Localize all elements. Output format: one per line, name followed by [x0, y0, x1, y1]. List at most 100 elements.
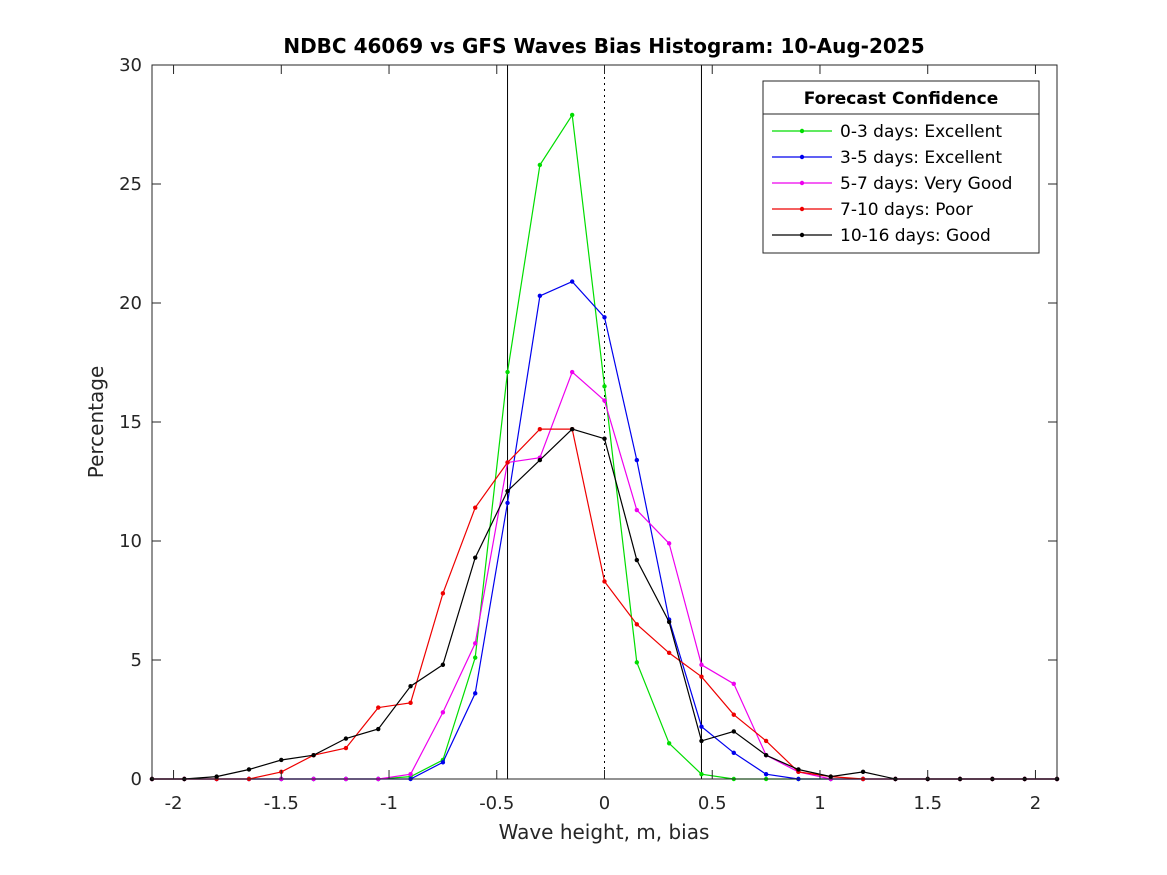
data-point — [440, 591, 446, 596]
y-axis: 0 5 10 15 20 25 30 — [119, 55, 1057, 790]
data-point — [860, 769, 866, 775]
data-point — [699, 738, 704, 744]
data-point — [473, 655, 478, 660]
x-tick-label: 0.5 — [698, 793, 727, 814]
legend-label: 10-16 days: Good — [840, 226, 991, 246]
legend-box — [762, 80, 1040, 254]
y-tick-label: 15 — [119, 412, 142, 433]
data-point — [537, 293, 543, 299]
data-point — [343, 736, 349, 741]
data-point — [440, 760, 446, 765]
data-point — [634, 457, 640, 463]
data-point — [569, 279, 575, 284]
data-point — [505, 460, 510, 465]
data-point — [602, 315, 607, 320]
data-point — [408, 683, 413, 689]
legend-entries: 0-3 days: Excellent 3-5 days: Excellent 5-… — [772, 122, 1012, 246]
data-point — [796, 767, 801, 772]
data-point — [440, 662, 446, 667]
chart-title: NDBC 46069 vs GFS Waves Bias Histogram: … — [283, 34, 924, 58]
data-point — [537, 457, 543, 463]
data-point — [473, 641, 478, 646]
data-point — [569, 426, 575, 432]
x-axis-label: Wave height, m, bias — [499, 820, 710, 844]
legend-label: 5-7 days: Very Good — [840, 174, 1012, 194]
data-point — [602, 436, 607, 441]
data-point — [666, 619, 672, 625]
data-point — [505, 369, 510, 375]
data-point — [634, 557, 640, 563]
x-tick-label: -2 — [165, 793, 183, 814]
x-tick-label: 0 — [599, 793, 610, 814]
data-point — [408, 772, 413, 777]
y-tick-label: 20 — [119, 293, 142, 314]
y-axis-label: Percentage — [84, 366, 108, 479]
x-tick-label: -0.5 — [479, 793, 514, 814]
legend-swatch-marker — [799, 232, 805, 238]
data-point — [602, 384, 607, 389]
legend-entry: 10-16 days: Good — [772, 226, 991, 246]
data-point — [214, 774, 219, 779]
data-point — [376, 705, 381, 710]
x-tick-label: 1 — [814, 793, 825, 814]
data-point — [666, 541, 672, 546]
data-point — [634, 507, 640, 513]
data-point — [731, 750, 736, 756]
data-point — [505, 488, 510, 494]
legend-entry: 0-3 days: Excellent — [772, 122, 1002, 142]
legend: Forecast Confidence 0-3 days: Excellent 3… — [762, 80, 1040, 254]
y-tick-label: 25 — [119, 174, 142, 195]
x-tick-label: 1.5 — [913, 793, 942, 814]
legend-entry: 5-7 days: Very Good — [772, 174, 1012, 194]
data-point — [699, 662, 704, 667]
data-point — [569, 369, 575, 375]
data-point — [473, 691, 478, 696]
legend-title: Forecast Confidence — [804, 89, 999, 109]
data-point — [666, 741, 672, 746]
x-tick-label: 2 — [1030, 793, 1041, 814]
legend-label: 7-10 days: Poor — [840, 200, 973, 220]
data-point — [666, 650, 672, 656]
data-point — [279, 757, 284, 763]
legend-swatch-marker — [799, 180, 805, 186]
data-point — [473, 555, 478, 560]
legend-swatch-marker — [799, 128, 805, 134]
data-point — [699, 772, 704, 777]
legend-swatch-marker — [799, 154, 805, 160]
data-point — [246, 767, 252, 772]
data-point — [731, 729, 736, 734]
data-point — [634, 622, 640, 627]
data-point — [731, 712, 736, 717]
y-tick-label: 30 — [119, 55, 142, 76]
y-tick-label: 5 — [131, 650, 142, 671]
data-point — [763, 753, 769, 758]
data-point — [473, 505, 478, 510]
x-tick-label: -1 — [380, 793, 398, 814]
data-point — [602, 398, 607, 403]
data-point — [763, 738, 769, 744]
legend-label: 3-5 days: Excellent — [840, 148, 1002, 168]
data-point — [602, 579, 607, 584]
y-tick-label: 0 — [131, 769, 142, 790]
legend-swatch-marker — [799, 206, 805, 212]
x-axis: -2 -1.5 -1 -0.5 0 0.5 1 1.5 2 — [165, 65, 1041, 814]
data-point — [537, 162, 543, 168]
data-point — [699, 724, 704, 729]
y-tick-label: 10 — [119, 531, 142, 552]
data-point — [763, 772, 769, 777]
data-point — [634, 660, 640, 665]
data-point — [376, 726, 381, 732]
data-point — [343, 745, 349, 751]
data-point — [311, 753, 316, 758]
data-point — [699, 674, 704, 679]
data-point — [569, 112, 575, 118]
data-point — [828, 774, 833, 779]
reference-lines — [507, 65, 702, 779]
legend-label: 0-3 days: Excellent — [840, 122, 1002, 142]
x-tick-label: -1.5 — [264, 793, 299, 814]
legend-entry: 7-10 days: Poor — [772, 200, 973, 220]
data-point — [408, 700, 413, 706]
data-point — [505, 500, 510, 506]
legend-entry: 3-5 days: Excellent — [772, 148, 1002, 168]
